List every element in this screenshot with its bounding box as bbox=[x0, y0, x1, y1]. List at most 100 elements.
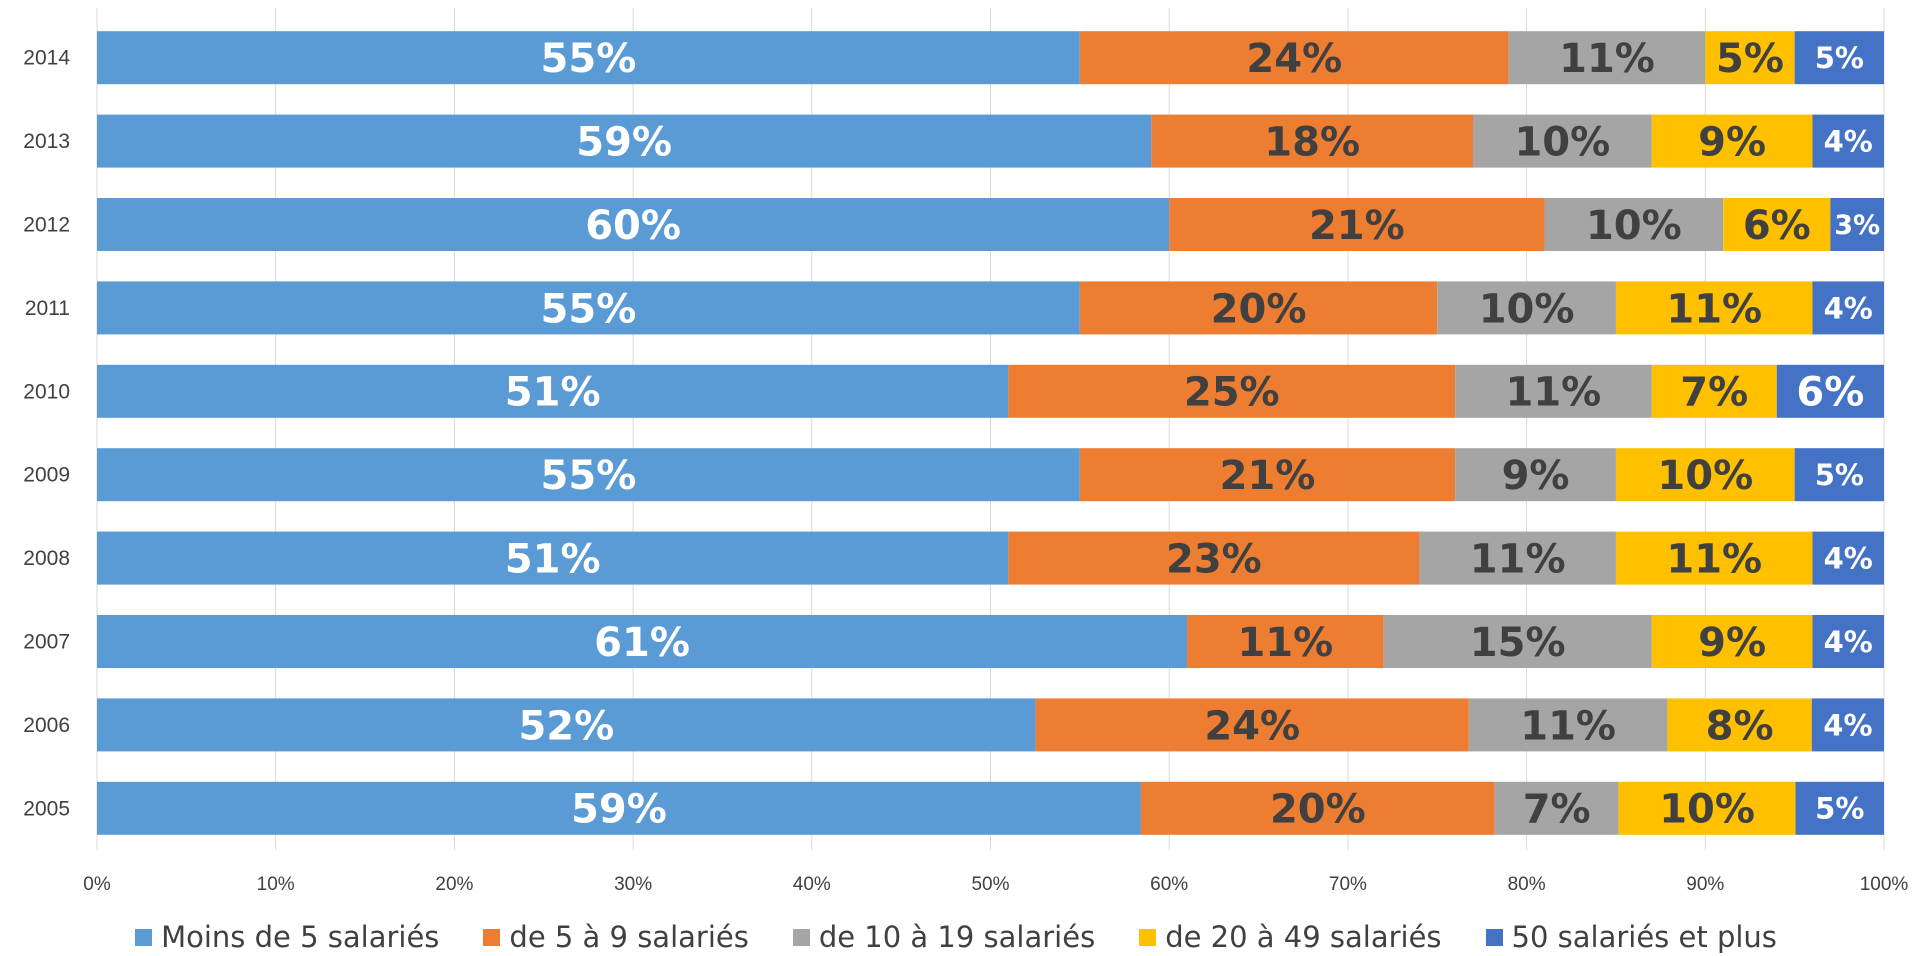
data-label: 4% bbox=[1824, 625, 1873, 659]
bar-segment bbox=[1776, 364, 1884, 418]
bar-segment bbox=[97, 31, 1080, 85]
data-label: 55% bbox=[541, 36, 637, 82]
legend-swatch bbox=[1139, 928, 1157, 946]
bar-segment bbox=[1618, 781, 1796, 835]
bar-segment bbox=[1468, 698, 1668, 752]
bar-segment bbox=[1651, 114, 1813, 168]
bar-segment bbox=[97, 531, 1009, 585]
y-tick-label: 2005 bbox=[23, 797, 70, 820]
data-label: 9% bbox=[1502, 453, 1570, 499]
bar-segment bbox=[97, 281, 1080, 335]
data-label: 59% bbox=[571, 787, 667, 833]
bar-segment bbox=[1830, 198, 1884, 251]
bar-segment bbox=[1008, 364, 1456, 418]
data-label: 55% bbox=[541, 286, 637, 332]
bar-segment bbox=[1812, 615, 1884, 668]
legend-item-10-a-19: de 10 à 19 salariés bbox=[792, 920, 1096, 954]
bar-segment bbox=[1615, 281, 1813, 335]
bar-segment bbox=[1811, 698, 1884, 752]
bar-segment bbox=[1494, 781, 1619, 835]
bar-segment bbox=[1794, 31, 1884, 85]
legend-item-5-a-9: de 5 à 9 salariés bbox=[483, 920, 749, 954]
legend-item-20-a-49: de 20 à 49 salariés bbox=[1139, 920, 1442, 954]
y-tick-label: 2011 bbox=[25, 297, 70, 320]
y-tick-label: 2008 bbox=[23, 547, 70, 570]
data-label: 10% bbox=[1586, 203, 1682, 249]
legend-swatch bbox=[1485, 928, 1503, 946]
data-label: 11% bbox=[1666, 286, 1762, 332]
bar-segment bbox=[1705, 31, 1795, 85]
legend-swatch bbox=[483, 928, 501, 946]
bar-segment bbox=[1008, 531, 1420, 585]
data-label: 8% bbox=[1706, 703, 1774, 749]
legend-label: 50 salariés et plus bbox=[1511, 920, 1777, 954]
x-tick-label: 30% bbox=[614, 874, 652, 895]
legend-label: Moins de 5 salariés bbox=[161, 920, 440, 954]
x-tick-label: 20% bbox=[435, 874, 473, 895]
bar-segment bbox=[1455, 448, 1616, 502]
data-label: 10% bbox=[1659, 787, 1755, 833]
legend-swatch bbox=[135, 928, 153, 946]
x-tick-label: 10% bbox=[257, 874, 295, 895]
x-tick-label: 80% bbox=[1508, 874, 1546, 895]
data-label: 15% bbox=[1470, 620, 1566, 666]
bar-segment bbox=[1723, 198, 1831, 251]
bar-segment bbox=[1437, 281, 1616, 335]
data-label: 4% bbox=[1824, 125, 1873, 159]
x-tick-label: 70% bbox=[1329, 874, 1367, 895]
data-label: 9% bbox=[1698, 120, 1766, 166]
bar-segment bbox=[1794, 448, 1884, 502]
bar-segment bbox=[1544, 198, 1724, 251]
data-label: 5% bbox=[1815, 792, 1864, 826]
data-label: 24% bbox=[1246, 36, 1342, 82]
data-label: 60% bbox=[585, 203, 681, 249]
data-label: 3% bbox=[1834, 210, 1880, 241]
bar-segment bbox=[1615, 448, 1795, 502]
y-tick-label: 2006 bbox=[23, 714, 70, 737]
bar-segment bbox=[1667, 698, 1812, 752]
bar-segment bbox=[1079, 281, 1438, 335]
legend-item-50-et-plus: 50 salariés et plus bbox=[1485, 920, 1777, 954]
bar-segment bbox=[1651, 615, 1813, 668]
bar-segment bbox=[1812, 531, 1884, 585]
bar-segment bbox=[97, 781, 1141, 835]
x-tick-label: 50% bbox=[971, 874, 1009, 895]
data-label: 51% bbox=[505, 537, 601, 583]
legend-label: de 10 à 19 salariés bbox=[818, 920, 1096, 954]
data-label: 6% bbox=[1796, 370, 1864, 416]
data-label: 6% bbox=[1743, 203, 1811, 249]
x-tick-label: 90% bbox=[1686, 874, 1724, 895]
data-label: 10% bbox=[1514, 120, 1610, 166]
data-label: 4% bbox=[1824, 291, 1873, 325]
bar-segment bbox=[1383, 615, 1652, 668]
data-label: 11% bbox=[1506, 370, 1602, 416]
data-label: 7% bbox=[1523, 787, 1591, 833]
x-tick-label: 100% bbox=[1860, 874, 1909, 895]
data-label: 10% bbox=[1479, 286, 1575, 332]
data-label: 21% bbox=[1220, 453, 1316, 499]
bar-segment bbox=[1508, 31, 1706, 85]
bar-segment bbox=[1187, 615, 1384, 668]
data-label: 23% bbox=[1166, 537, 1262, 583]
data-label: 11% bbox=[1559, 36, 1655, 82]
data-label: 7% bbox=[1680, 370, 1748, 416]
data-label: 5% bbox=[1815, 41, 1864, 75]
bar-segment bbox=[97, 698, 1036, 752]
data-label: 9% bbox=[1698, 620, 1766, 666]
bar-segment bbox=[97, 615, 1188, 668]
x-tick-label: 0% bbox=[83, 874, 111, 895]
data-label: 4% bbox=[1823, 708, 1872, 742]
y-tick-label: 2007 bbox=[23, 631, 70, 654]
bar-segment bbox=[1079, 448, 1456, 502]
data-label: 11% bbox=[1520, 703, 1616, 749]
legend: Moins de 5 salariés de 5 à 9 salariés de… bbox=[0, 918, 1912, 956]
bar-segment bbox=[1140, 781, 1495, 835]
data-label: 20% bbox=[1270, 787, 1366, 833]
bar-segment bbox=[1812, 114, 1884, 168]
bar-segment bbox=[1035, 698, 1469, 752]
legend-label: de 20 à 49 salariés bbox=[1165, 920, 1442, 954]
bar-segment bbox=[1615, 531, 1813, 585]
bar-segment bbox=[1169, 198, 1545, 251]
data-label: 20% bbox=[1211, 286, 1307, 332]
